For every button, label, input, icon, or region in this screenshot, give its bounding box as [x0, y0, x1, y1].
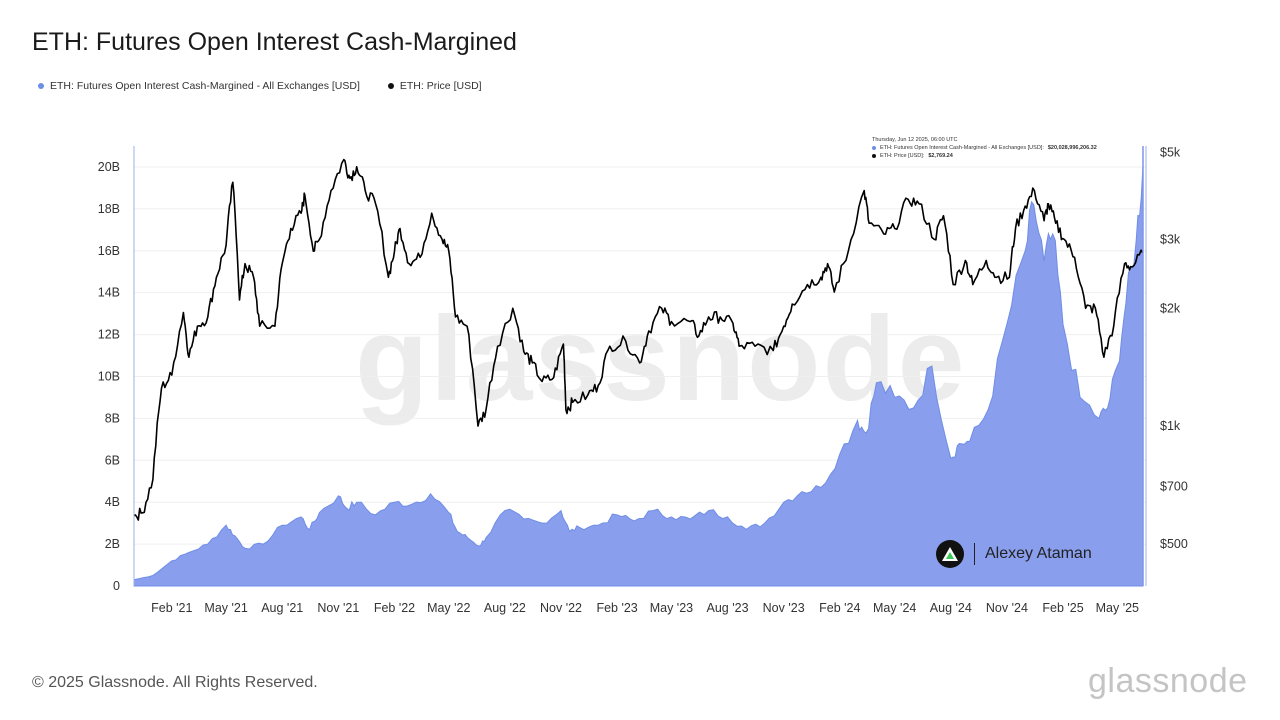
tooltip-price-value: $2,769.24	[928, 153, 953, 159]
x-tick-label: Aug '24	[930, 601, 972, 615]
tooltip-oi-label: ETH: Futures Open Interest Cash-Margined…	[880, 145, 1044, 151]
chart-title: ETH: Futures Open Interest Cash-Margined	[32, 28, 517, 56]
left-tick-label: 6B	[105, 453, 120, 467]
author-badge: Alexey Ataman	[936, 540, 1092, 568]
x-tick-label: Nov '21	[317, 601, 359, 615]
right-tick-label: $700	[1160, 480, 1188, 494]
left-tick-label: 4B	[105, 495, 120, 509]
x-tick-label: Nov '22	[540, 601, 582, 615]
right-tick-label: $5k	[1160, 146, 1181, 160]
right-tick-label: $2k	[1160, 301, 1181, 315]
x-tick-label: Feb '21	[151, 601, 192, 615]
right-tick-label: $1k	[1160, 419, 1181, 433]
x-tick-label: May '24	[873, 601, 916, 615]
x-tick-label: May '22	[427, 601, 470, 615]
legend-dot-price	[387, 83, 394, 89]
footer-copyright: © 2025 Glassnode. All Rights Reserved.	[32, 674, 318, 691]
left-axis-ticks: 0 2B 4B 6B 8B 10B 12B 14B 16B 18B 20B	[98, 160, 120, 593]
tooltip-row-price: ETH: Price [USD]: $2,769.24	[872, 152, 1097, 160]
left-tick-label: 14B	[98, 286, 120, 300]
tooltip: Thursday, Jun 12 2025, 06:00 UTC ETH: Fu…	[872, 136, 1097, 160]
left-tick-label: 18B	[98, 202, 120, 216]
x-tick-label: Aug '21	[261, 601, 303, 615]
x-tick-label: Feb '23	[596, 601, 637, 615]
watermark: glassnode	[355, 292, 967, 426]
left-tick-label: 20B	[98, 160, 120, 174]
legend-item-open-interest[interactable]: ETH: Futures Open Interest Cash-Margined…	[38, 80, 360, 92]
author-name: Alexey Ataman	[985, 545, 1092, 562]
tooltip-date: Thursday, Jun 12 2025, 06:00 UTC	[872, 137, 958, 143]
right-tick-label: $3k	[1160, 232, 1181, 246]
x-tick-label: Feb '24	[819, 601, 860, 615]
left-tick-label: 16B	[98, 244, 120, 258]
tooltip-price-label: ETH: Price [USD]:	[880, 153, 925, 159]
price-line	[133, 158, 1144, 521]
left-tick-label: 0	[113, 579, 120, 593]
legend-item-price[interactable]: ETH: Price [USD]	[387, 80, 482, 92]
x-axis-ticks: Feb '21 May '21 Aug '21 Nov '21 Feb '22 May '…	[151, 601, 1139, 615]
badge-separator	[974, 543, 975, 565]
x-tick-label: Nov '24	[986, 601, 1028, 615]
x-tick-label: May '21	[204, 601, 247, 615]
tooltip-oi-value: $20,028,996,206.32	[1047, 145, 1097, 151]
footer-logo: glassnode	[1088, 662, 1248, 700]
left-tick-label: 10B	[98, 369, 120, 383]
x-tick-label: May '25	[1096, 601, 1139, 615]
tooltip-dot-price	[872, 154, 876, 158]
x-tick-label: Aug '23	[707, 601, 749, 615]
legend: ETH: Futures Open Interest Cash-Margined…	[38, 80, 482, 92]
legend-dot-open-interest	[38, 83, 44, 89]
x-tick-label: May '23	[650, 601, 693, 615]
legend-label-price: ETH: Price [USD]	[399, 80, 482, 92]
x-tick-label: Nov '23	[763, 601, 805, 615]
right-axis-ticks: $500 $700 $1k $2k $3k $5k	[1160, 146, 1188, 551]
left-tick-label: 12B	[98, 328, 120, 342]
tooltip-row-oi: ETH: Futures Open Interest Cash-Margined…	[872, 144, 1097, 152]
x-tick-label: Feb '22	[374, 601, 415, 615]
right-tick-label: $500	[1160, 537, 1188, 551]
x-tick-label: Aug '22	[484, 601, 526, 615]
left-tick-label: 2B	[105, 537, 120, 551]
left-tick-label: 8B	[105, 411, 120, 425]
open-interest-area	[133, 166, 1144, 587]
x-tick-label: Feb '25	[1042, 601, 1083, 615]
tooltip-dot-oi	[872, 146, 876, 150]
legend-label-open-interest: ETH: Futures Open Interest Cash-Margined…	[50, 80, 360, 92]
author-logo-icon	[936, 540, 964, 568]
